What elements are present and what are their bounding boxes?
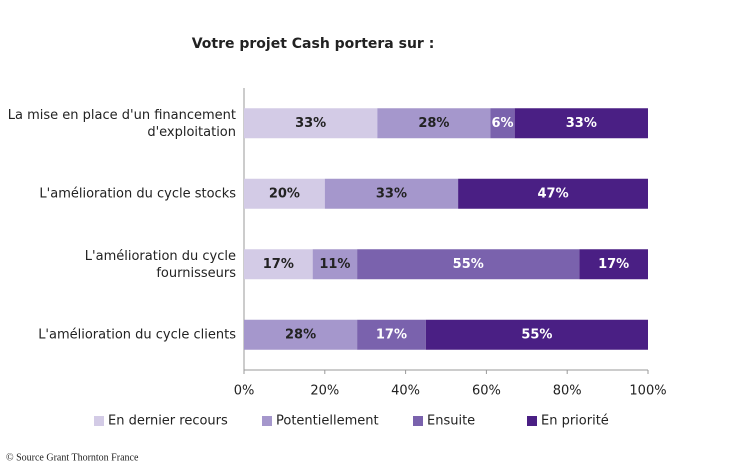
value-label: 17% xyxy=(376,327,407,342)
bar-segment xyxy=(244,319,358,350)
legend-swatch xyxy=(527,416,537,426)
legend-label: En priorité xyxy=(541,414,609,429)
value-label: 17% xyxy=(598,257,629,272)
bar-segment xyxy=(312,249,358,280)
legend-label: Ensuite xyxy=(427,414,475,429)
x-tick-label: 80% xyxy=(553,384,582,399)
value-label: 47% xyxy=(537,186,568,201)
value-label: 20% xyxy=(269,186,300,201)
bar-segment xyxy=(490,108,515,139)
x-tick-label: 100% xyxy=(629,384,666,399)
bar-segment xyxy=(377,108,491,139)
bar-segment xyxy=(244,178,325,209)
bar-segment xyxy=(458,178,648,209)
value-label: 11% xyxy=(319,257,350,272)
value-label: 17% xyxy=(263,257,294,272)
category-label: L'amélioration du cycle clients xyxy=(38,327,236,342)
chart-title: Votre projet Cash portera sur : xyxy=(192,36,435,52)
x-tick-label: 0% xyxy=(234,384,255,399)
bar-segment xyxy=(357,249,580,280)
legend-swatch xyxy=(262,416,272,426)
bar-segment xyxy=(244,108,378,139)
category-label: L'amélioration du cycle stocks xyxy=(39,186,236,201)
bar-segment xyxy=(579,249,648,280)
value-label: 33% xyxy=(295,116,326,131)
value-label: 55% xyxy=(453,257,484,272)
bar-segment xyxy=(514,108,648,139)
bar-segment xyxy=(357,319,426,350)
source: © Source Grant Thornton France xyxy=(6,452,139,463)
x-tick-label: 40% xyxy=(391,384,420,399)
x-tick-label: 20% xyxy=(310,384,339,399)
legend-swatch xyxy=(94,416,104,426)
category-label: La mise en place d'un financement d'explo… xyxy=(8,107,236,139)
value-label: 6% xyxy=(492,116,514,131)
value-label: 55% xyxy=(521,327,552,342)
value-label: 28% xyxy=(285,327,316,342)
bar-segment xyxy=(244,249,313,280)
x-tick-label: 60% xyxy=(472,384,501,399)
bar-segment xyxy=(425,319,648,350)
legend-swatch xyxy=(413,416,423,426)
bar-segment xyxy=(324,178,459,209)
value-label: 33% xyxy=(376,186,407,201)
legend-label: En dernier recours xyxy=(108,414,228,429)
legend-label: Potentiellement xyxy=(276,414,379,429)
category-label: L'amélioration du cycle fournisseurs xyxy=(85,248,236,280)
value-label: 28% xyxy=(418,116,449,131)
value-label: 33% xyxy=(566,116,597,131)
